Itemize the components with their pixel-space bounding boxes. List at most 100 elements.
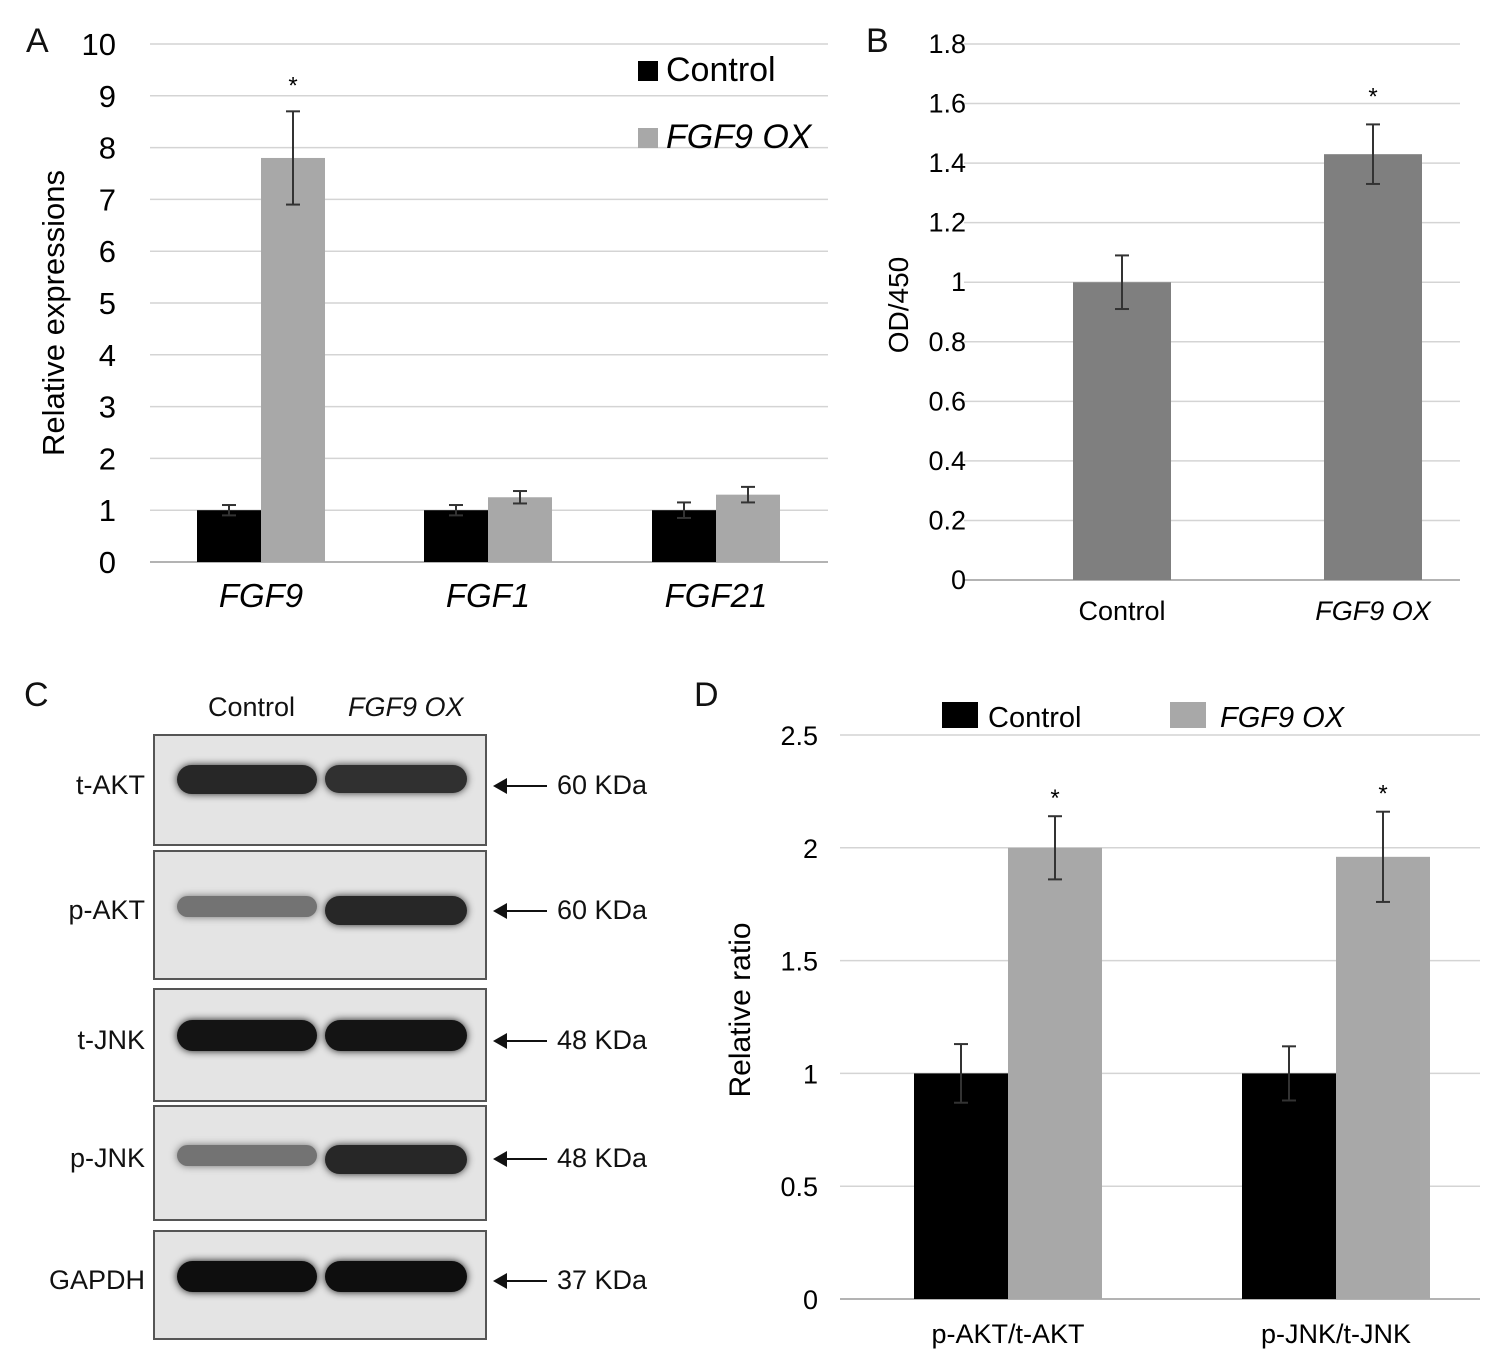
blot-label: t-JNK [77,1025,146,1055]
blot-size-marker: 60 KDa [493,895,648,926]
blot-size-marker: 37 KDa [493,1265,648,1296]
panel-a-chart: 0 1 2 3 4 5 6 7 8 9 10 Relative expressions FGF9 FGF1… [36,27,828,614]
y-tick-label: 1.6 [928,89,966,119]
y-tick-label: 7 [99,182,116,217]
significance-marker: * [1050,785,1059,812]
y-tick-label: 6 [99,234,116,269]
bar-fgf9-ox-fgf21 [716,494,780,562]
significance-marker: * [1368,83,1377,110]
y-axis-label: OD/450 [883,257,914,354]
x-tick-label: FGF21 [665,577,768,614]
y-tick-label: 1.8 [928,29,966,59]
y-tick-label: 0.5 [780,1172,818,1202]
band-control [177,1144,317,1166]
blot-t-jnk [153,988,487,1102]
y-tick-label: 2 [99,441,116,476]
band-control [177,1260,317,1293]
blot-size-label: 48 KDa [557,1143,648,1173]
legend-label-control: Control [988,702,1082,734]
x-tick-label: FGF1 [446,577,530,614]
arrow-left-icon [493,1032,547,1049]
x-tick-label: p-JNK/t-JNK [1261,1319,1411,1349]
y-tick-label: 0 [803,1285,818,1315]
band-ox [325,1260,467,1293]
panel-b-chart: 0 0.2 0.4 0.6 0.8 1 1.2 1.4 1.6 1.8 OD/450 Control F… [883,29,1460,626]
arrow-left-icon [493,1150,547,1167]
panel-c-letter: C [24,676,49,714]
blot-p-jnk [153,1105,487,1221]
panel-b-letter: B [866,22,889,60]
legend-swatch-fgf9-ox [638,128,658,148]
y-tick-label: 10 [82,27,116,62]
band-control [177,1020,317,1052]
legend-swatch-control [638,61,658,81]
blot-t-akt [153,734,487,846]
band-ox [325,765,467,794]
band-ox [325,1020,467,1052]
blot-label: p-AKT [68,895,145,925]
blot-label: t-AKT [75,770,145,800]
legend-swatch-control [942,702,978,728]
bar-control-fgf1 [424,510,488,562]
blot-label: GAPDH [48,1265,145,1295]
legend-label-control: Control [666,51,776,89]
y-tick-label: 1 [803,1059,818,1089]
y-tick-label: 0.8 [928,327,966,357]
y-tick-label: 2.5 [780,721,818,751]
arrow-left-icon [493,777,547,794]
y-tick-label: 1 [951,267,966,297]
blot-p-akt [153,850,487,980]
arrow-left-icon [493,1272,547,1289]
panel-d-letter: D [694,676,719,714]
y-axis-label: Relative expressions [36,170,71,456]
y-tick-label: 1.5 [780,947,818,977]
blot-label: p-JNK [69,1143,145,1173]
bar-control-fgf9 [197,510,261,562]
blot-column-control: Control [208,692,296,722]
significance-marker: * [1378,781,1387,808]
bar-fgf9-ox-p-jnk-t-jnk [1336,856,1430,1299]
y-tick-label: 0.2 [928,505,966,535]
bar-fgf9-ox [1324,154,1422,580]
significance-marker: * [288,72,297,99]
y-tick-label: 1.2 [928,208,966,238]
legend-label-fgf9-ox: FGF9 OX [1220,702,1346,734]
legend-label-fgf9-ox: FGF9 OX [666,118,813,156]
y-axis-label: Relative ratio [724,922,757,1097]
x-tick-label: Control [1078,596,1165,626]
y-tick-label: 4 [99,338,116,373]
x-tick-label: p-AKT/t-AKT [931,1319,1084,1349]
bar-fgf9-ox-fgf9 [261,157,325,562]
bar-fgf9-ox-fgf1 [488,497,552,562]
arrow-left-icon [493,902,547,919]
blot-gapdh [153,1230,487,1340]
y-tick-label: 0.4 [928,446,966,476]
blot-size-label: 48 KDa [557,1025,648,1055]
y-tick-label: 2 [803,834,818,864]
blot-size-label: 60 KDa [557,895,648,925]
x-tick-label: FGF9 OX [1315,596,1432,626]
bar-control [1073,282,1171,580]
y-tick-label: 8 [99,131,116,166]
y-tick-label: 9 [99,79,116,114]
panel-d-chart: 0 0.5 1 1.5 2 2.5 Relative ratio p-AKT/t-AKT p-J… [724,702,1480,1349]
y-tick-label: 1 [99,493,116,528]
band-ox [325,1144,467,1174]
panel-a-letter: A [26,22,49,60]
band-control [177,896,317,918]
blot-size-marker: 48 KDa [493,1143,648,1174]
x-tick-label: FGF9 [219,577,303,614]
band-control [177,765,317,795]
y-tick-label: 1.4 [928,148,966,178]
band-ox [325,896,467,926]
blot-size-label: 37 KDa [557,1265,648,1295]
y-tick-label: 3 [99,390,116,425]
bar-control-p-jnk-t-jnk [1242,1073,1336,1299]
blot-size-marker: 60 KDa [493,770,647,801]
legend-swatch-fgf9-ox [1170,702,1206,728]
bar-control-p-akt-t-akt [914,1073,1008,1299]
blot-column-fgf9-ox: FGF9 OX [348,692,464,722]
y-tick-label: 0 [99,545,116,580]
bar-fgf9-ox-p-akt-t-akt [1008,847,1102,1299]
blot-size-marker: 48 KDa [493,1025,648,1056]
